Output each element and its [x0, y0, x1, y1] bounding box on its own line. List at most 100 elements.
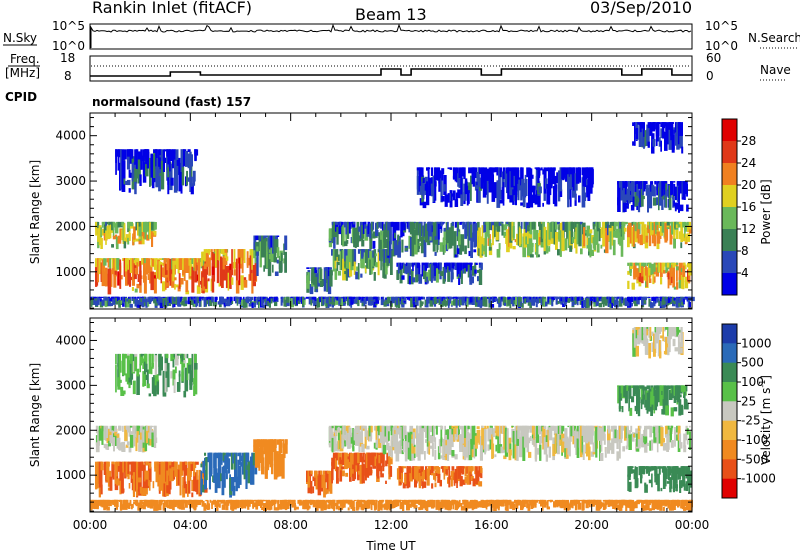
- heatmap-cell: [540, 167, 543, 171]
- heatmap-cell: [209, 296, 213, 300]
- heatmap-cell: [678, 299, 681, 307]
- heatmap-cell: [552, 167, 556, 171]
- heatmap-cell: [668, 296, 671, 303]
- heatmap-cell: [535, 425, 540, 443]
- heatmap-cell: [545, 454, 548, 462]
- heatmap-cell: [653, 300, 656, 307]
- heatmap-cell: [402, 466, 406, 469]
- heatmap-cell: [196, 274, 199, 281]
- heatmap-cell: [93, 296, 97, 299]
- heatmap-cell: [329, 476, 333, 494]
- heatmap-cell: [225, 452, 229, 470]
- heatmap-cell: [177, 469, 181, 486]
- heatmap-cell: [632, 141, 636, 146]
- heatmap-cell: [349, 469, 352, 481]
- heatmap-cell: [118, 300, 121, 308]
- heatmap-cell: [206, 296, 210, 301]
- heatmap-cell: [341, 470, 345, 477]
- heatmap-cell: [200, 463, 203, 468]
- heatmap-cell: [204, 452, 207, 456]
- heatmap-cell: [273, 238, 276, 261]
- heatmap-cell: [444, 194, 448, 207]
- heatmap-cell: [261, 457, 265, 475]
- heatmap-cell: [656, 197, 660, 206]
- heatmap-cell: [668, 185, 672, 211]
- heatmap-cell: [433, 425, 435, 442]
- heatmap-cell: [627, 474, 629, 491]
- heatmap-cell: [137, 502, 141, 510]
- heatmap-cell: [557, 434, 560, 449]
- heatmap-cell: [665, 190, 668, 197]
- heatmap-cell: [165, 298, 169, 307]
- heatmap-cell: [245, 297, 248, 308]
- heatmap-cell: [462, 221, 465, 230]
- heatmap-cell: [148, 438, 151, 446]
- heatmap-cell: [205, 249, 210, 254]
- heatmap-cell: [580, 221, 583, 225]
- heatmap-cell: [137, 300, 140, 306]
- heatmap-cell: [251, 302, 254, 308]
- heatmap-cell: [595, 221, 599, 245]
- heatmap-cell: [223, 501, 227, 506]
- heatmap-cell: [636, 195, 640, 207]
- heatmap-cell: [410, 297, 414, 308]
- heatmap-cell: [479, 436, 483, 461]
- heatmap-cell: [266, 253, 269, 268]
- heatmap-cell: [655, 262, 660, 277]
- heatmap-cell: [648, 479, 653, 484]
- heatmap-cell: [174, 461, 177, 477]
- heatmap-cell: [172, 149, 174, 151]
- heatmap-cell: [526, 441, 530, 453]
- heatmap-cell: [368, 425, 371, 437]
- heatmap-cell: [307, 272, 310, 289]
- heatmap-cell: [665, 327, 669, 330]
- heatmap-cell: [173, 297, 178, 302]
- heatmap-cell: [653, 426, 657, 443]
- heatmap-cell: [615, 300, 619, 308]
- heatmap-cell: [488, 247, 492, 251]
- heatmap-cell: [435, 425, 438, 435]
- heatmap-cell: [514, 425, 517, 445]
- heatmap-cell: [668, 122, 671, 145]
- heatmap-cell: [261, 241, 265, 249]
- heatmap-cell: [139, 174, 142, 186]
- heatmap-cell: [164, 157, 167, 163]
- heatmap-cell: [641, 466, 645, 475]
- heatmap-cell: [543, 191, 546, 201]
- heatmap-cell: [440, 178, 443, 203]
- heatmap-cell: [547, 193, 550, 205]
- colorbar-tick-label: 12: [741, 222, 756, 236]
- heatmap-cell: [380, 465, 383, 475]
- heatmap-cell: [495, 444, 498, 452]
- heatmap-cell: [117, 499, 119, 508]
- heatmap-cell: [629, 236, 633, 244]
- heatmap-cell: [115, 499, 118, 510]
- heatmap-cell: [502, 170, 507, 180]
- heatmap-cell: [158, 149, 161, 167]
- heatmap-cell: [611, 438, 615, 454]
- heatmap-cell: [180, 278, 184, 285]
- heatmap-cell: [175, 284, 179, 288]
- heatmap-cell: [637, 425, 641, 431]
- heatmap-cell: [208, 460, 211, 490]
- heatmap-cell: [667, 296, 670, 304]
- heatmap-cell: [402, 440, 405, 453]
- heatmap-cell: [166, 274, 169, 278]
- heatmap-cell: [542, 202, 544, 207]
- heatmap-cell: [678, 181, 682, 183]
- heatmap-cell: [174, 277, 177, 281]
- heatmap-cell: [252, 504, 254, 509]
- heatmap-cell: [534, 167, 537, 169]
- heatmap-cell: [333, 221, 337, 238]
- heatmap-cell: [427, 269, 432, 281]
- heatmap-cell: [193, 296, 196, 301]
- heatmap-cell: [185, 462, 188, 465]
- heatmap-cell: [339, 221, 342, 226]
- heatmap-cell: [109, 258, 111, 269]
- heatmap-cell: [450, 435, 453, 438]
- heatmap-cell: [514, 437, 517, 461]
- heatmap-cell: [144, 224, 147, 240]
- heatmap-cell: [259, 241, 262, 268]
- colorbar-swatch: [722, 163, 737, 186]
- heatmap-cell: [536, 243, 540, 247]
